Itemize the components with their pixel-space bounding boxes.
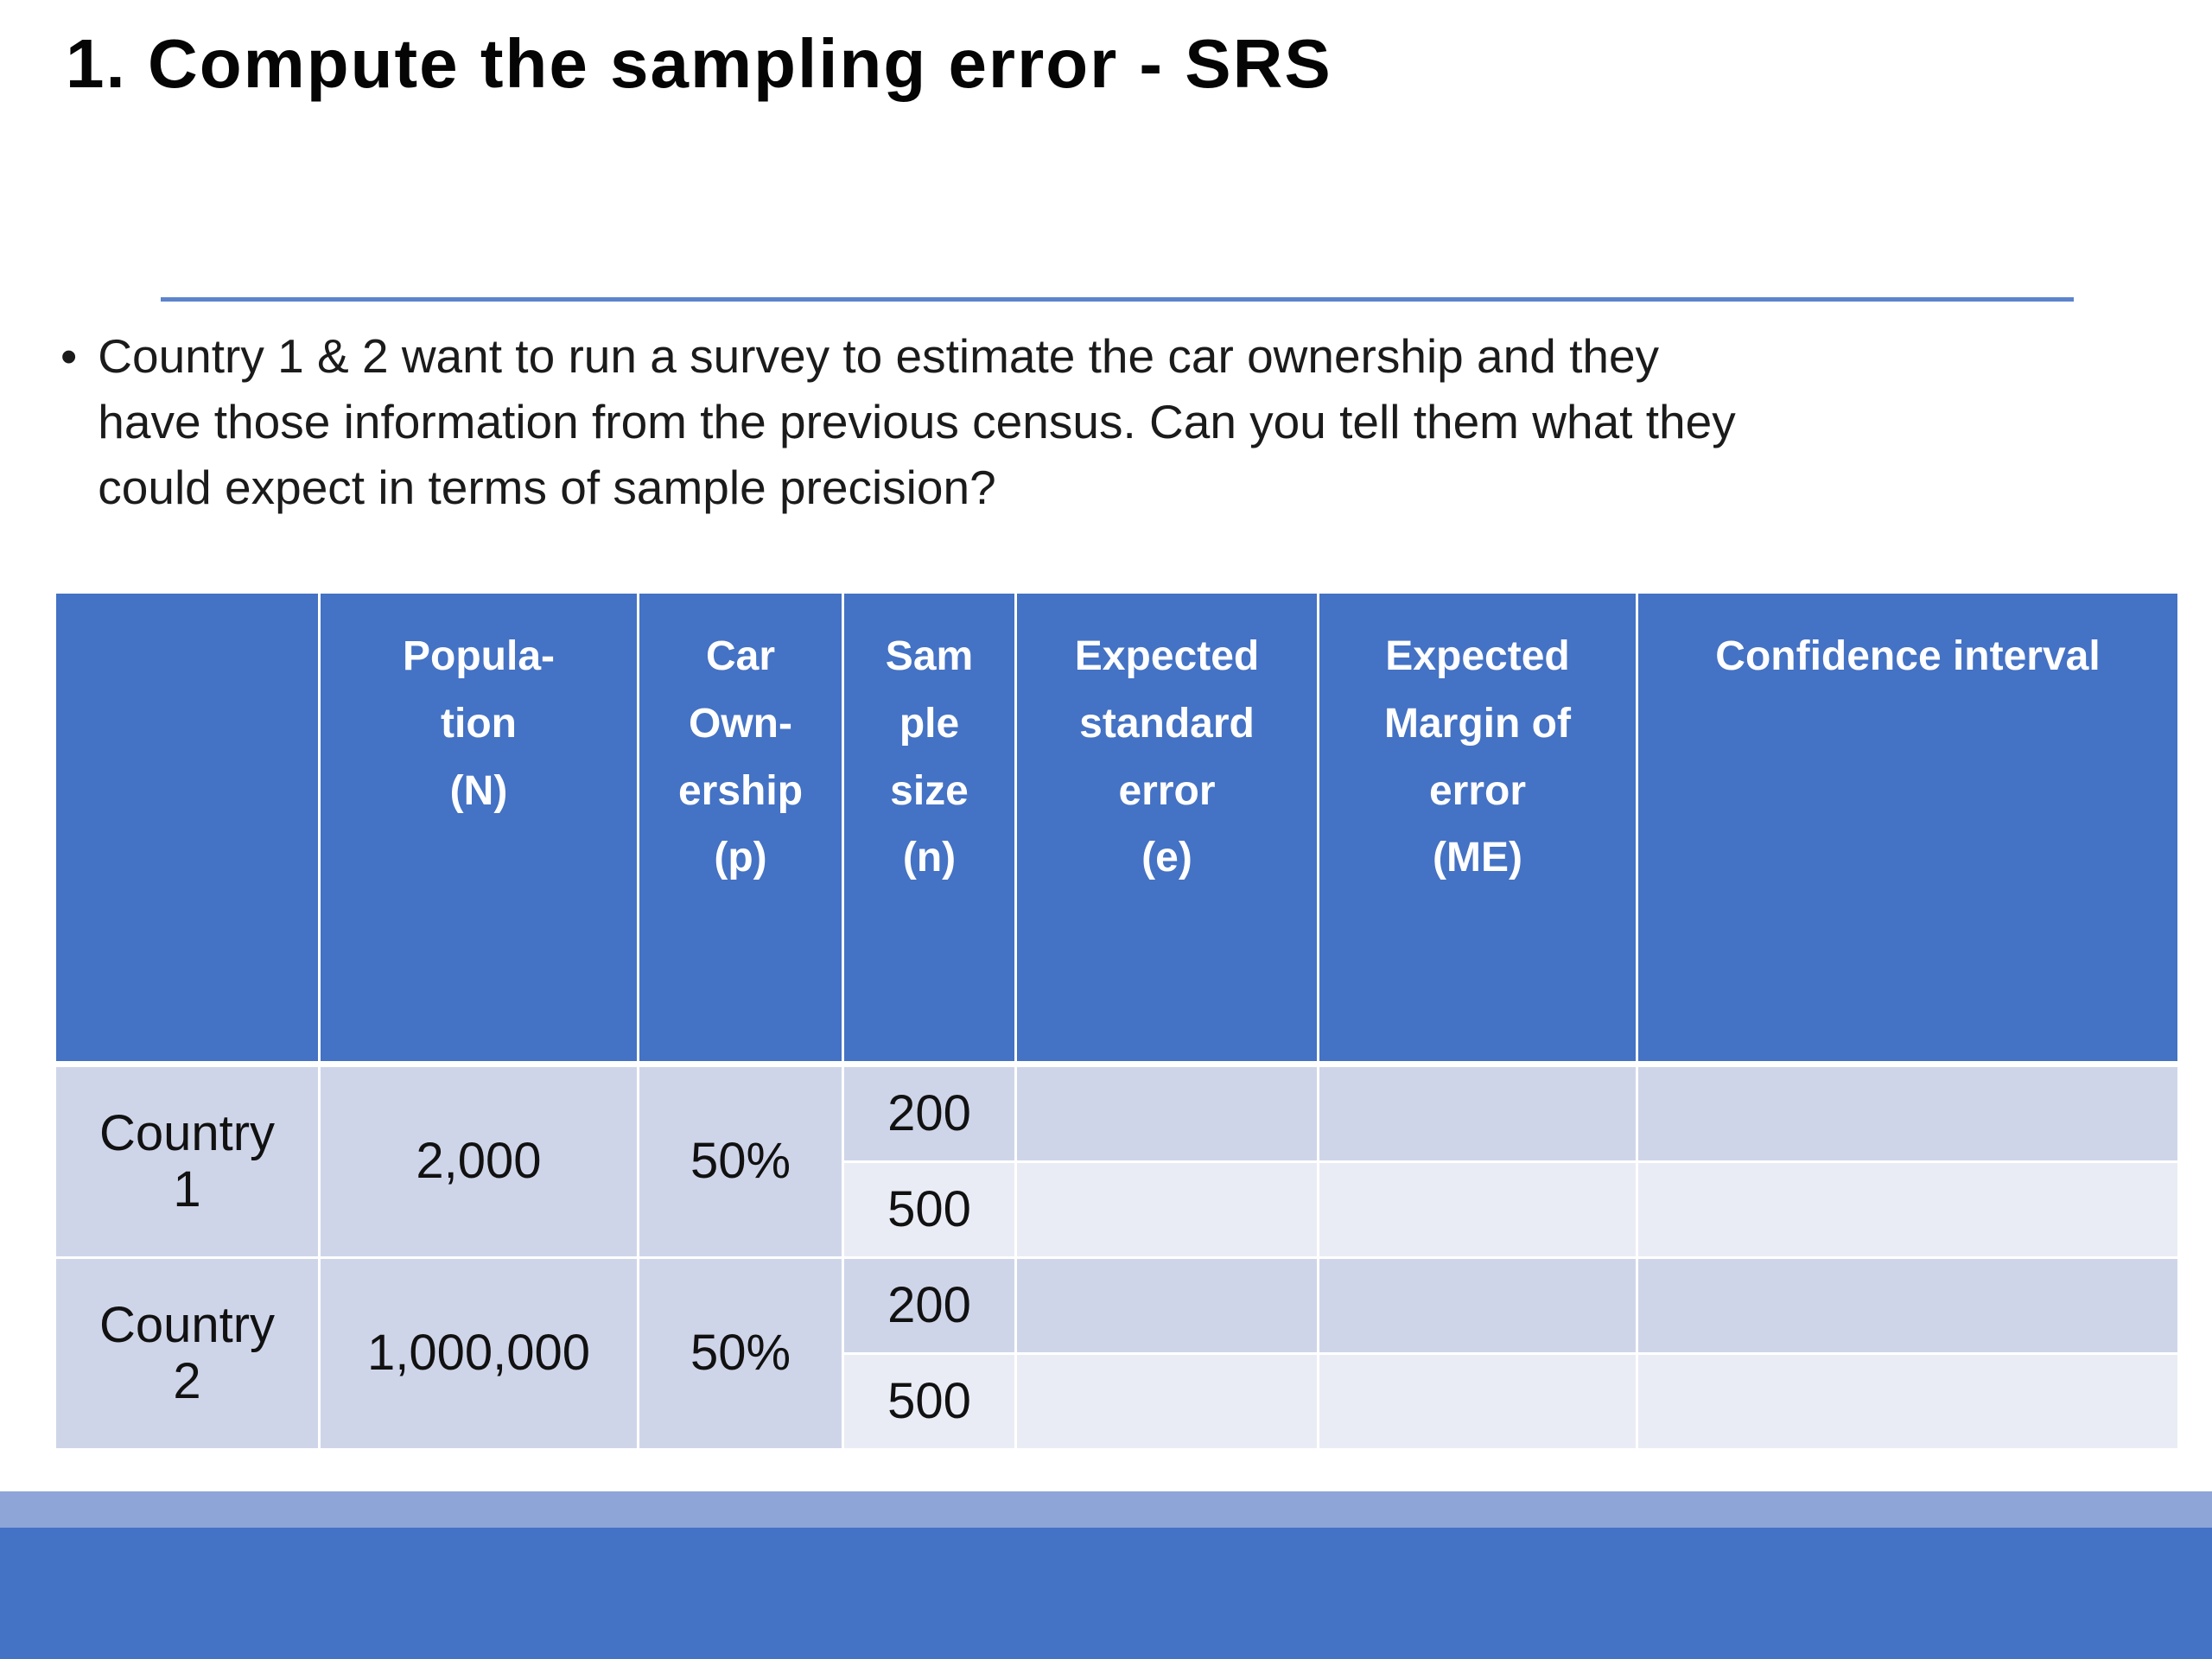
cell-car-ownership-country1: 50% (637, 1063, 844, 1259)
cell-sample-size-country1-a: 200 (842, 1063, 1017, 1163)
cell-margin-error-country2-a (1317, 1256, 1638, 1355)
cell-std-error-country1-b (1014, 1160, 1319, 1259)
header-confidence-interval: Confidence interval (1636, 591, 2180, 1067)
cell-confidence-interval-country2-a (1636, 1256, 2180, 1355)
table-row: 500 (55, 1352, 2180, 1451)
slide-title: 1. Compute the sampling error - SRS (66, 25, 1332, 102)
header-sample-size: Sam ple size (n) (842, 591, 1017, 1067)
title-divider-line (161, 297, 2074, 302)
cell-confidence-interval-country1-a (1636, 1063, 2180, 1163)
cell-margin-error-country1-a (1317, 1063, 1638, 1163)
bullet-line-1: Country 1 & 2 want to run a survey to es… (98, 329, 1660, 383)
header-corner-empty (54, 591, 321, 1067)
footer-accent-band (0, 1491, 2212, 1528)
table-row: Country 1 2,000 50% 200 (54, 1063, 2180, 1259)
bullet-marker: • (60, 329, 78, 383)
sampling-error-table: Popula- tion (N) Car Own- ership (p) Sam… (54, 591, 2180, 1451)
header-std-error: Expected standard error (e) (1014, 591, 1319, 1067)
bullet-line-3: could expect in terms of sample precisio… (98, 461, 996, 514)
header-population: Popula- tion (N) (318, 591, 639, 1067)
cell-std-error-country1-a (1014, 1063, 1319, 1163)
cell-population-country1: 2,000 (318, 1063, 639, 1259)
bullet-line-2: have those information from the previous… (98, 395, 1736, 448)
table-row: 500 (55, 1160, 2180, 1259)
bullet-paragraph: • Country 1 & 2 want to run a survey to … (60, 323, 1736, 520)
cell-sample-size-country2-b: 500 (842, 1352, 1017, 1451)
bullet-text: Country 1 & 2 want to run a survey to es… (98, 323, 1735, 520)
table-header-row: Popula- tion (N) Car Own- ership (p) Sam… (54, 591, 2180, 1067)
cell-country-1: Country 1 (54, 1063, 321, 1259)
cell-population-country2: 1,000,000 (318, 1256, 639, 1451)
cell-confidence-interval-country1-b (1636, 1160, 2180, 1259)
footer-main-band (0, 1528, 2212, 1659)
cell-sample-size-country1-b: 500 (842, 1160, 1017, 1259)
cell-country-2: Country 2 (54, 1256, 321, 1451)
cell-margin-error-country2-b (1317, 1352, 1638, 1451)
cell-std-error-country2-a (1014, 1256, 1319, 1355)
header-margin-error: Expected Margin of error (ME) (1317, 591, 1638, 1067)
cell-confidence-interval-country2-b (1636, 1352, 2180, 1451)
cell-car-ownership-country2: 50% (637, 1256, 844, 1451)
cell-margin-error-country1-b (1317, 1160, 1638, 1259)
header-car-ownership: Car Own- ership (p) (637, 591, 844, 1067)
cell-sample-size-country2-a: 200 (842, 1256, 1017, 1355)
table-row: Country 2 1,000,000 50% 200 (54, 1256, 2180, 1451)
cell-std-error-country2-b (1014, 1352, 1319, 1451)
